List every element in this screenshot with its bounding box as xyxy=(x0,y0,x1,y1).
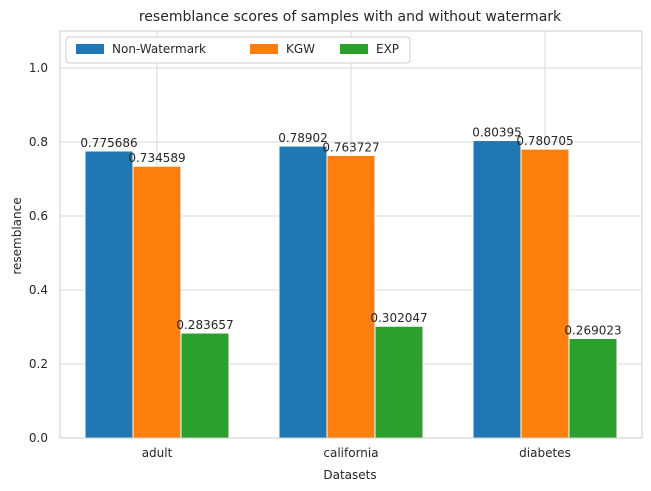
bars xyxy=(84,140,618,439)
legend-label: EXP xyxy=(376,42,399,56)
bar-value-label: 0.80395 xyxy=(472,126,522,140)
y-tick-label: 0.2 xyxy=(29,357,48,371)
bar xyxy=(520,148,570,439)
legend-swatch xyxy=(76,44,104,54)
bar-value-label: 0.775686 xyxy=(80,136,137,150)
bar-value-label: 0.734589 xyxy=(128,151,185,165)
legend: Non-Watermark KGW EXP xyxy=(65,36,411,64)
bar xyxy=(472,140,522,439)
bar xyxy=(326,154,376,439)
y-tick-label: 0.8 xyxy=(29,135,48,149)
x-tick-label: adult xyxy=(142,446,173,460)
y-tick-label: 0.4 xyxy=(29,283,48,297)
legend-swatch xyxy=(250,44,278,54)
legend-box xyxy=(65,36,411,64)
plot-frame xyxy=(59,30,643,439)
bar-value-label: 0.763727 xyxy=(322,140,379,154)
x-tick-label: california xyxy=(323,446,378,460)
y-tick-label: 0.6 xyxy=(29,209,48,223)
legend-label: KGW xyxy=(286,42,315,56)
data-labels: 0.775686 0.78902 0.80395 0.734589 0.763727 0.… xyxy=(80,126,621,338)
bar xyxy=(180,332,230,439)
bar xyxy=(374,325,424,439)
y-tick-label: 0.0 xyxy=(29,431,48,445)
bar-value-label: 0.780705 xyxy=(516,134,573,148)
chart-title: resemblance scores of samples with and w… xyxy=(139,9,562,25)
bar-value-label: 0.269023 xyxy=(564,323,621,337)
bar-value-label: 0.283657 xyxy=(176,318,233,332)
bar xyxy=(84,150,134,439)
axes: 0.0 0.2 0.4 0.6 0.8 1.0 adult california diabete… xyxy=(29,30,643,460)
x-tick-label: diabetes xyxy=(519,446,571,460)
legend-swatch xyxy=(340,44,368,54)
x-axis-label: Datasets xyxy=(323,468,376,482)
bar xyxy=(278,145,328,439)
y-axis-label: resemblance xyxy=(10,197,24,274)
bar-value-label: 0.78902 xyxy=(278,131,328,145)
y-tick-label: 1.0 xyxy=(29,61,48,75)
legend-label: Non-Watermark xyxy=(112,42,206,56)
bar xyxy=(132,165,182,439)
bar xyxy=(568,337,618,439)
bar-value-label: 0.302047 xyxy=(370,311,427,325)
